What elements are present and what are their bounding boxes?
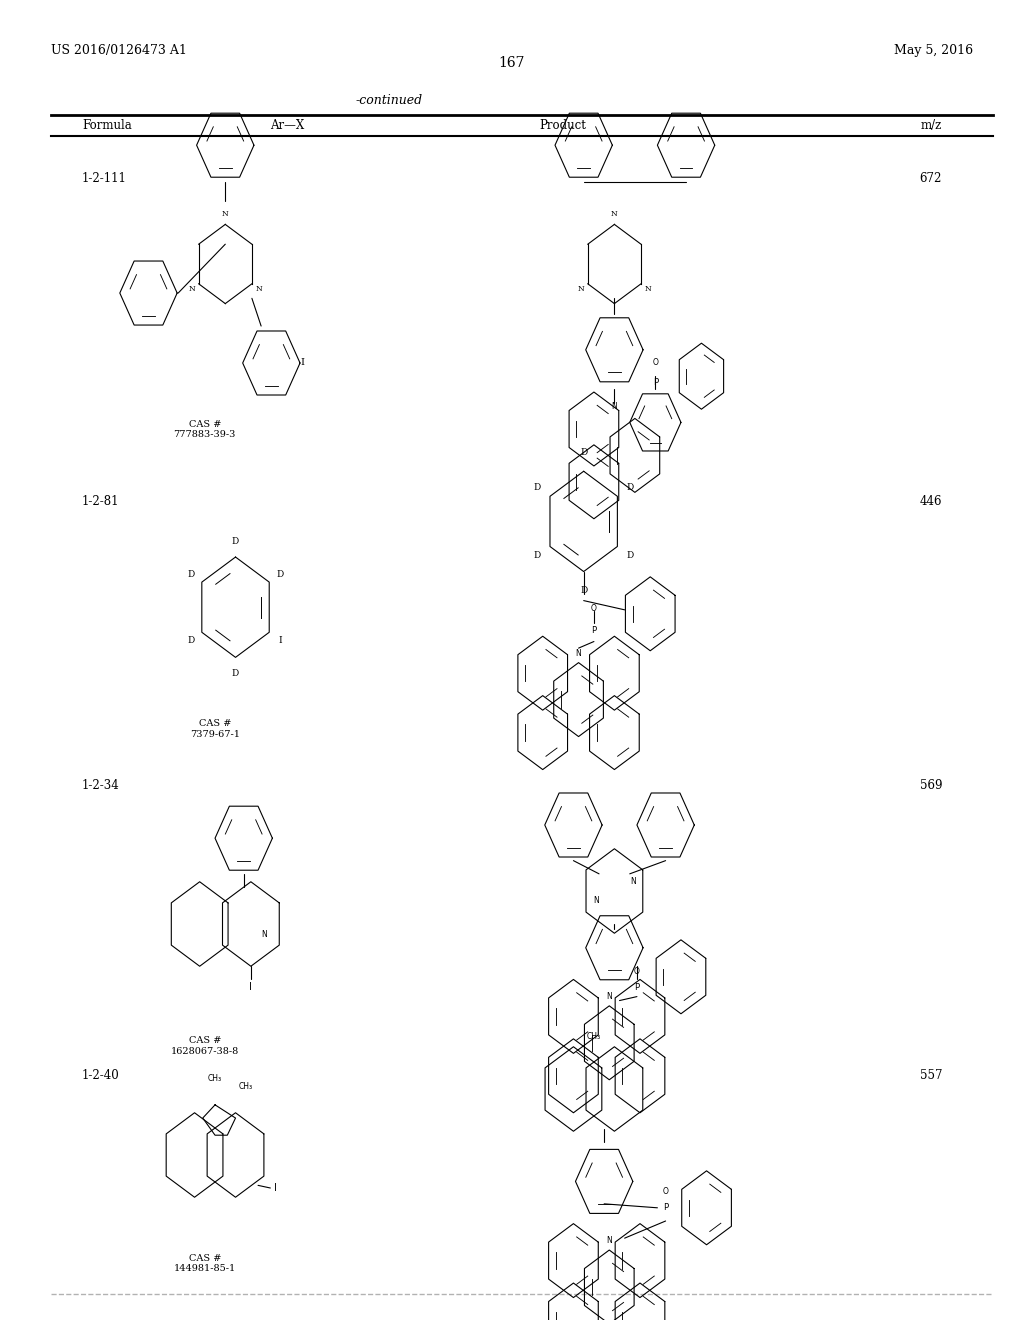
Text: 557: 557 <box>920 1069 942 1082</box>
Text: 446: 446 <box>920 495 942 508</box>
Text: N: N <box>261 931 267 939</box>
Text: O: O <box>591 605 597 612</box>
Text: D: D <box>626 483 634 491</box>
Text: I: I <box>250 982 252 993</box>
Text: D: D <box>231 537 240 545</box>
Text: 1-2-111: 1-2-111 <box>82 172 127 185</box>
Text: D: D <box>187 570 195 578</box>
Text: P: P <box>663 1204 669 1212</box>
Text: CAS #
1628067-38-8: CAS # 1628067-38-8 <box>171 1036 239 1056</box>
Text: P: P <box>634 983 640 991</box>
Text: N: N <box>578 285 584 293</box>
Text: D: D <box>534 552 542 560</box>
Text: 569: 569 <box>920 779 942 792</box>
Text: I: I <box>274 1183 278 1193</box>
Text: May 5, 2016: May 5, 2016 <box>894 44 973 57</box>
Text: D: D <box>580 449 588 457</box>
Text: I: I <box>300 359 304 367</box>
Text: N: N <box>188 285 195 293</box>
Text: P: P <box>652 379 658 387</box>
Text: CAS #
144981-85-1: CAS # 144981-85-1 <box>174 1254 236 1274</box>
Text: CH₃: CH₃ <box>208 1074 222 1082</box>
Text: N: N <box>222 210 228 218</box>
Text: N: N <box>606 1237 612 1245</box>
Text: N: N <box>606 993 612 1001</box>
Text: CH₃: CH₃ <box>239 1082 253 1090</box>
Text: 1-2-40: 1-2-40 <box>82 1069 120 1082</box>
Text: N: N <box>593 896 599 904</box>
Text: N: N <box>611 403 617 411</box>
Text: O: O <box>652 359 658 367</box>
Text: N: N <box>575 649 582 657</box>
Text: P: P <box>591 627 597 635</box>
Text: N: N <box>630 878 636 886</box>
Text: Formula: Formula <box>82 119 132 132</box>
Text: D: D <box>187 636 195 644</box>
Text: Ar—X: Ar—X <box>269 119 304 132</box>
Text: CAS #
7379-67-1: CAS # 7379-67-1 <box>190 719 240 739</box>
Text: 1-2-34: 1-2-34 <box>82 779 120 792</box>
Text: Product: Product <box>540 119 587 132</box>
Text: O: O <box>634 968 640 975</box>
Text: US 2016/0126473 A1: US 2016/0126473 A1 <box>51 44 187 57</box>
Text: D: D <box>534 483 542 491</box>
Text: I: I <box>279 636 282 644</box>
Text: m/z: m/z <box>921 119 942 132</box>
Text: 672: 672 <box>920 172 942 185</box>
Text: D: D <box>580 586 588 594</box>
Text: 1-2-81: 1-2-81 <box>82 495 120 508</box>
Text: -continued: -continued <box>355 94 423 107</box>
Text: N: N <box>611 210 617 218</box>
Text: CH₃: CH₃ <box>587 1032 601 1040</box>
Text: N: N <box>645 285 651 293</box>
Text: D: D <box>231 669 240 677</box>
Text: 167: 167 <box>499 57 525 70</box>
Text: CAS #
777883-39-3: CAS # 777883-39-3 <box>174 420 236 440</box>
Text: N: N <box>256 285 262 293</box>
Text: D: D <box>276 570 284 578</box>
Text: D: D <box>626 552 634 560</box>
Text: O: O <box>663 1188 669 1196</box>
